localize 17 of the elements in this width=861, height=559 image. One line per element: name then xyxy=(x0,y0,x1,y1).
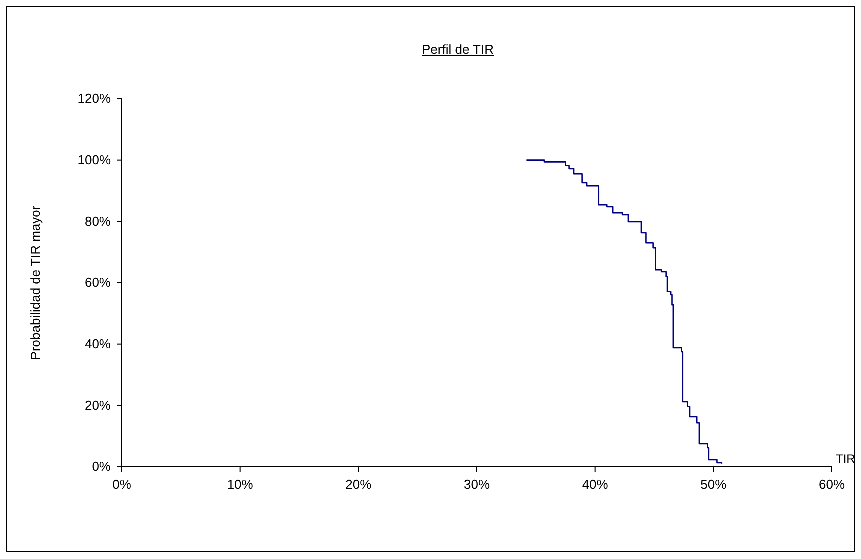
y-tick-label: 120% xyxy=(78,91,112,106)
chart-title: Perfil de TIR xyxy=(422,42,494,57)
y-tick-label: 80% xyxy=(84,214,112,229)
y-tick-label: 100% xyxy=(78,152,112,168)
x-axis-title: TIR xyxy=(836,452,856,466)
x-tick-label: 0% xyxy=(112,477,132,492)
x-tick-label: 50% xyxy=(700,477,728,492)
x-tick-label: 20% xyxy=(346,477,372,492)
x-tick-label: 30% xyxy=(464,477,490,492)
y-tick-label: 60% xyxy=(84,275,112,290)
y-tick-label: 40% xyxy=(84,336,112,352)
x-tick-label: 10% xyxy=(227,477,254,492)
x-tick-label: 60% xyxy=(818,477,846,492)
x-tick-label: 40% xyxy=(582,477,609,492)
y-tick-label: 0% xyxy=(92,459,112,474)
y-axis-title: Probabilidad de TIR mayor xyxy=(28,205,43,360)
y-tick-label: 20% xyxy=(84,398,112,413)
